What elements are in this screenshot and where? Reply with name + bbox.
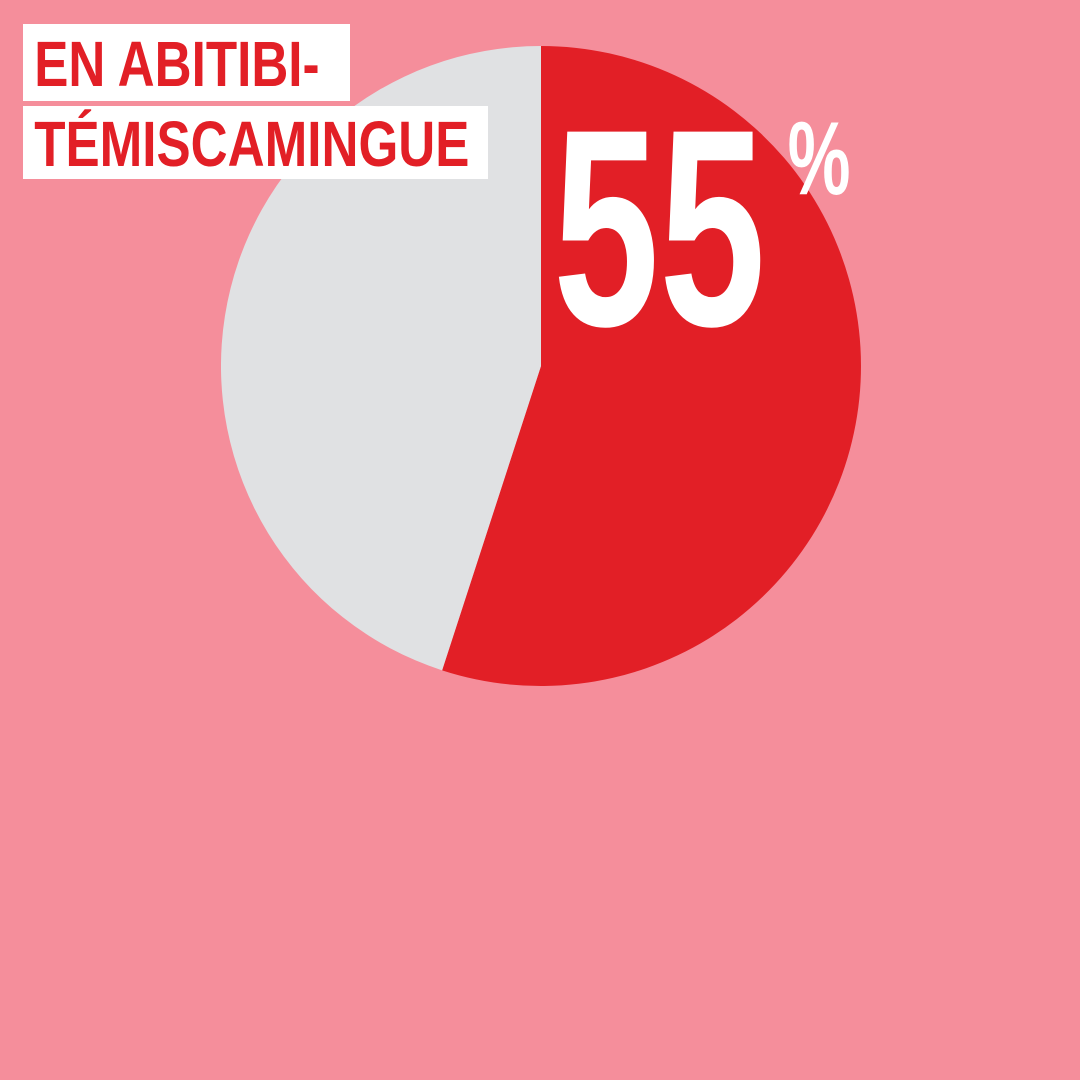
title-line2: TÉMISCAMINGUE (34, 108, 470, 180)
pie-slice (221, 46, 541, 671)
title-box-line1: EN ABITIBI- (23, 24, 350, 101)
title-line1: EN ABITIBI- (34, 28, 320, 100)
value-number: 55 (553, 71, 766, 385)
pie-value-callout: 55% (553, 88, 850, 369)
pie-slice (442, 46, 861, 686)
percent-sign: % (787, 101, 851, 217)
pie-chart (221, 46, 861, 686)
title-box-line2: TÉMISCAMINGUE (23, 106, 488, 179)
